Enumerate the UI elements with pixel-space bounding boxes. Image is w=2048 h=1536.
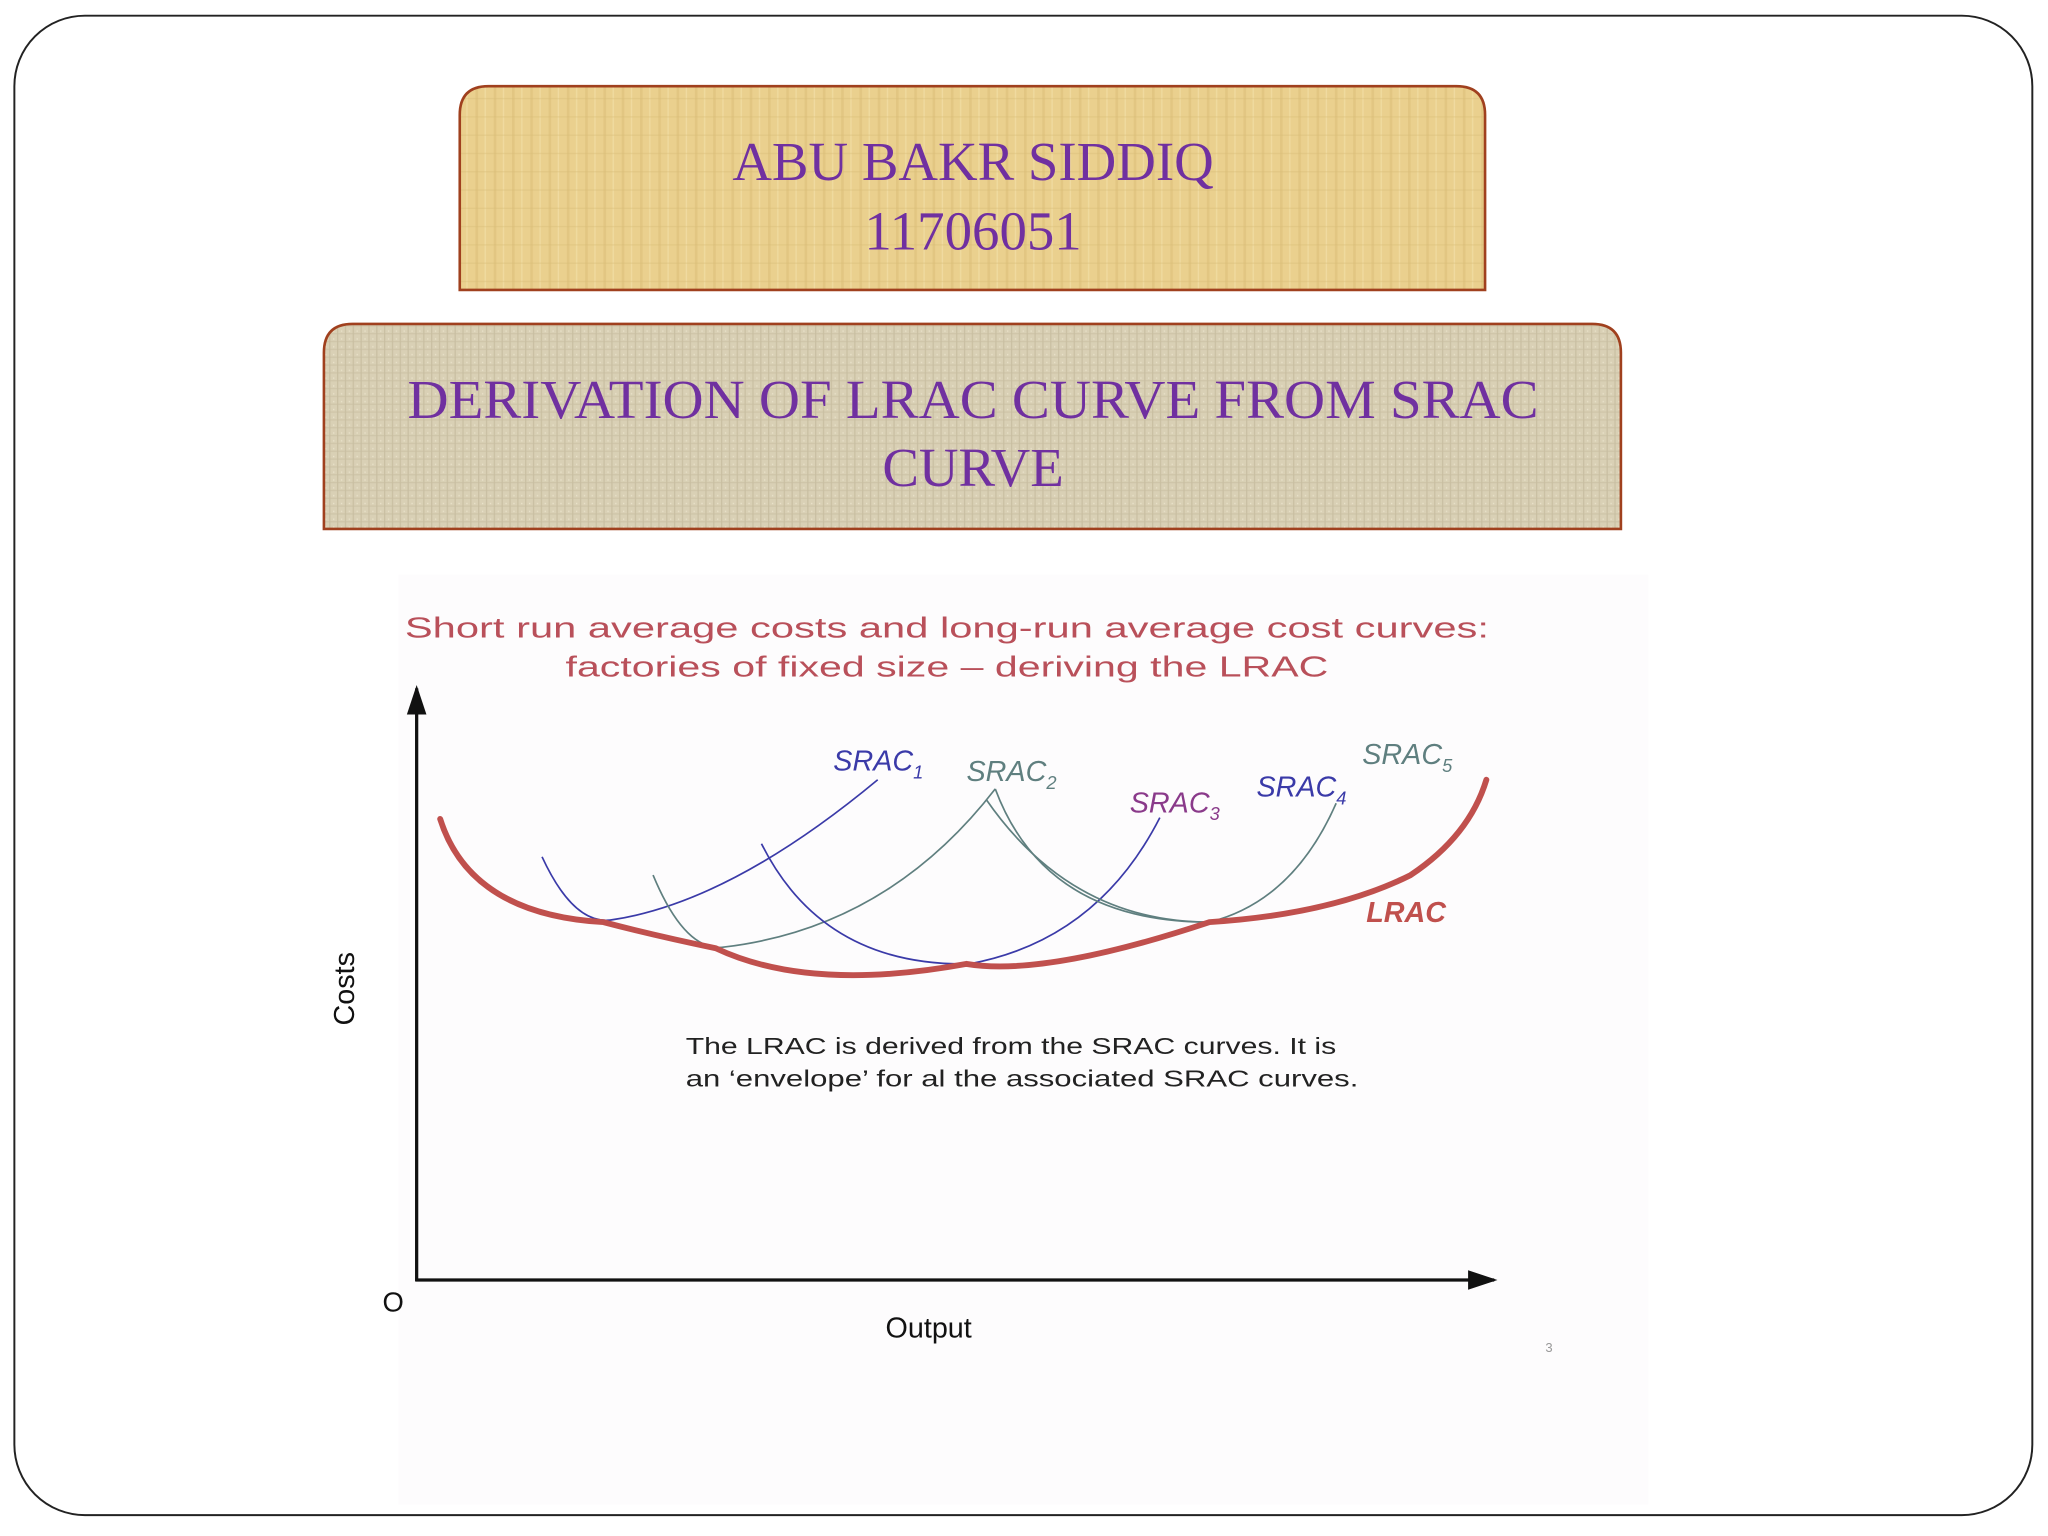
chart: Short run average costs and long-run ave… (329, 574, 1649, 1505)
page-number: 3 (1545, 1340, 1552, 1355)
author-name: ABU BAKR SIDDIQ (732, 131, 1213, 192)
label-srac4: SRAC4 (1256, 772, 1346, 809)
srac1-curve (541, 779, 879, 922)
label-lrac: LRAC (1366, 897, 1447, 929)
origin-label: O (382, 1286, 403, 1317)
student-id: 11706051 (864, 200, 1081, 261)
label-srac3: SRAC3 (1130, 787, 1220, 824)
srac2-curve (652, 788, 996, 949)
slide-title-line1: DERIVATION OF LRAC CURVE FROM SRAC (408, 369, 1539, 430)
label-srac1: SRAC1 (833, 746, 923, 783)
slide-title-line2: CURVE (882, 437, 1063, 498)
chart-background (398, 574, 1649, 1505)
annotation-line2: an ‘envelope’ for al the associated SRAC… (686, 1066, 1359, 1092)
y-axis-label: Costs (329, 952, 361, 1025)
title-box: DERIVATION OF LRAC CURVE FROM SRAC CURVE (322, 322, 1623, 531)
label-srac5: SRAC5 (1362, 739, 1453, 776)
chart-title: Short run average costs and long-run ave… (405, 612, 1489, 644)
srac5-curve (994, 788, 1210, 923)
label-srac2: SRAC2 (967, 756, 1057, 793)
lrac-curve (437, 776, 1490, 979)
header-box: ABU BAKR SIDDIQ 11706051 (458, 84, 1487, 292)
annotation-line1: The LRAC is derived from the SRAC curves… (686, 1033, 1336, 1059)
chart-subtitle: factories of fixed size – deriving the L… (566, 652, 1329, 684)
x-axis-label: Output (886, 1312, 972, 1344)
